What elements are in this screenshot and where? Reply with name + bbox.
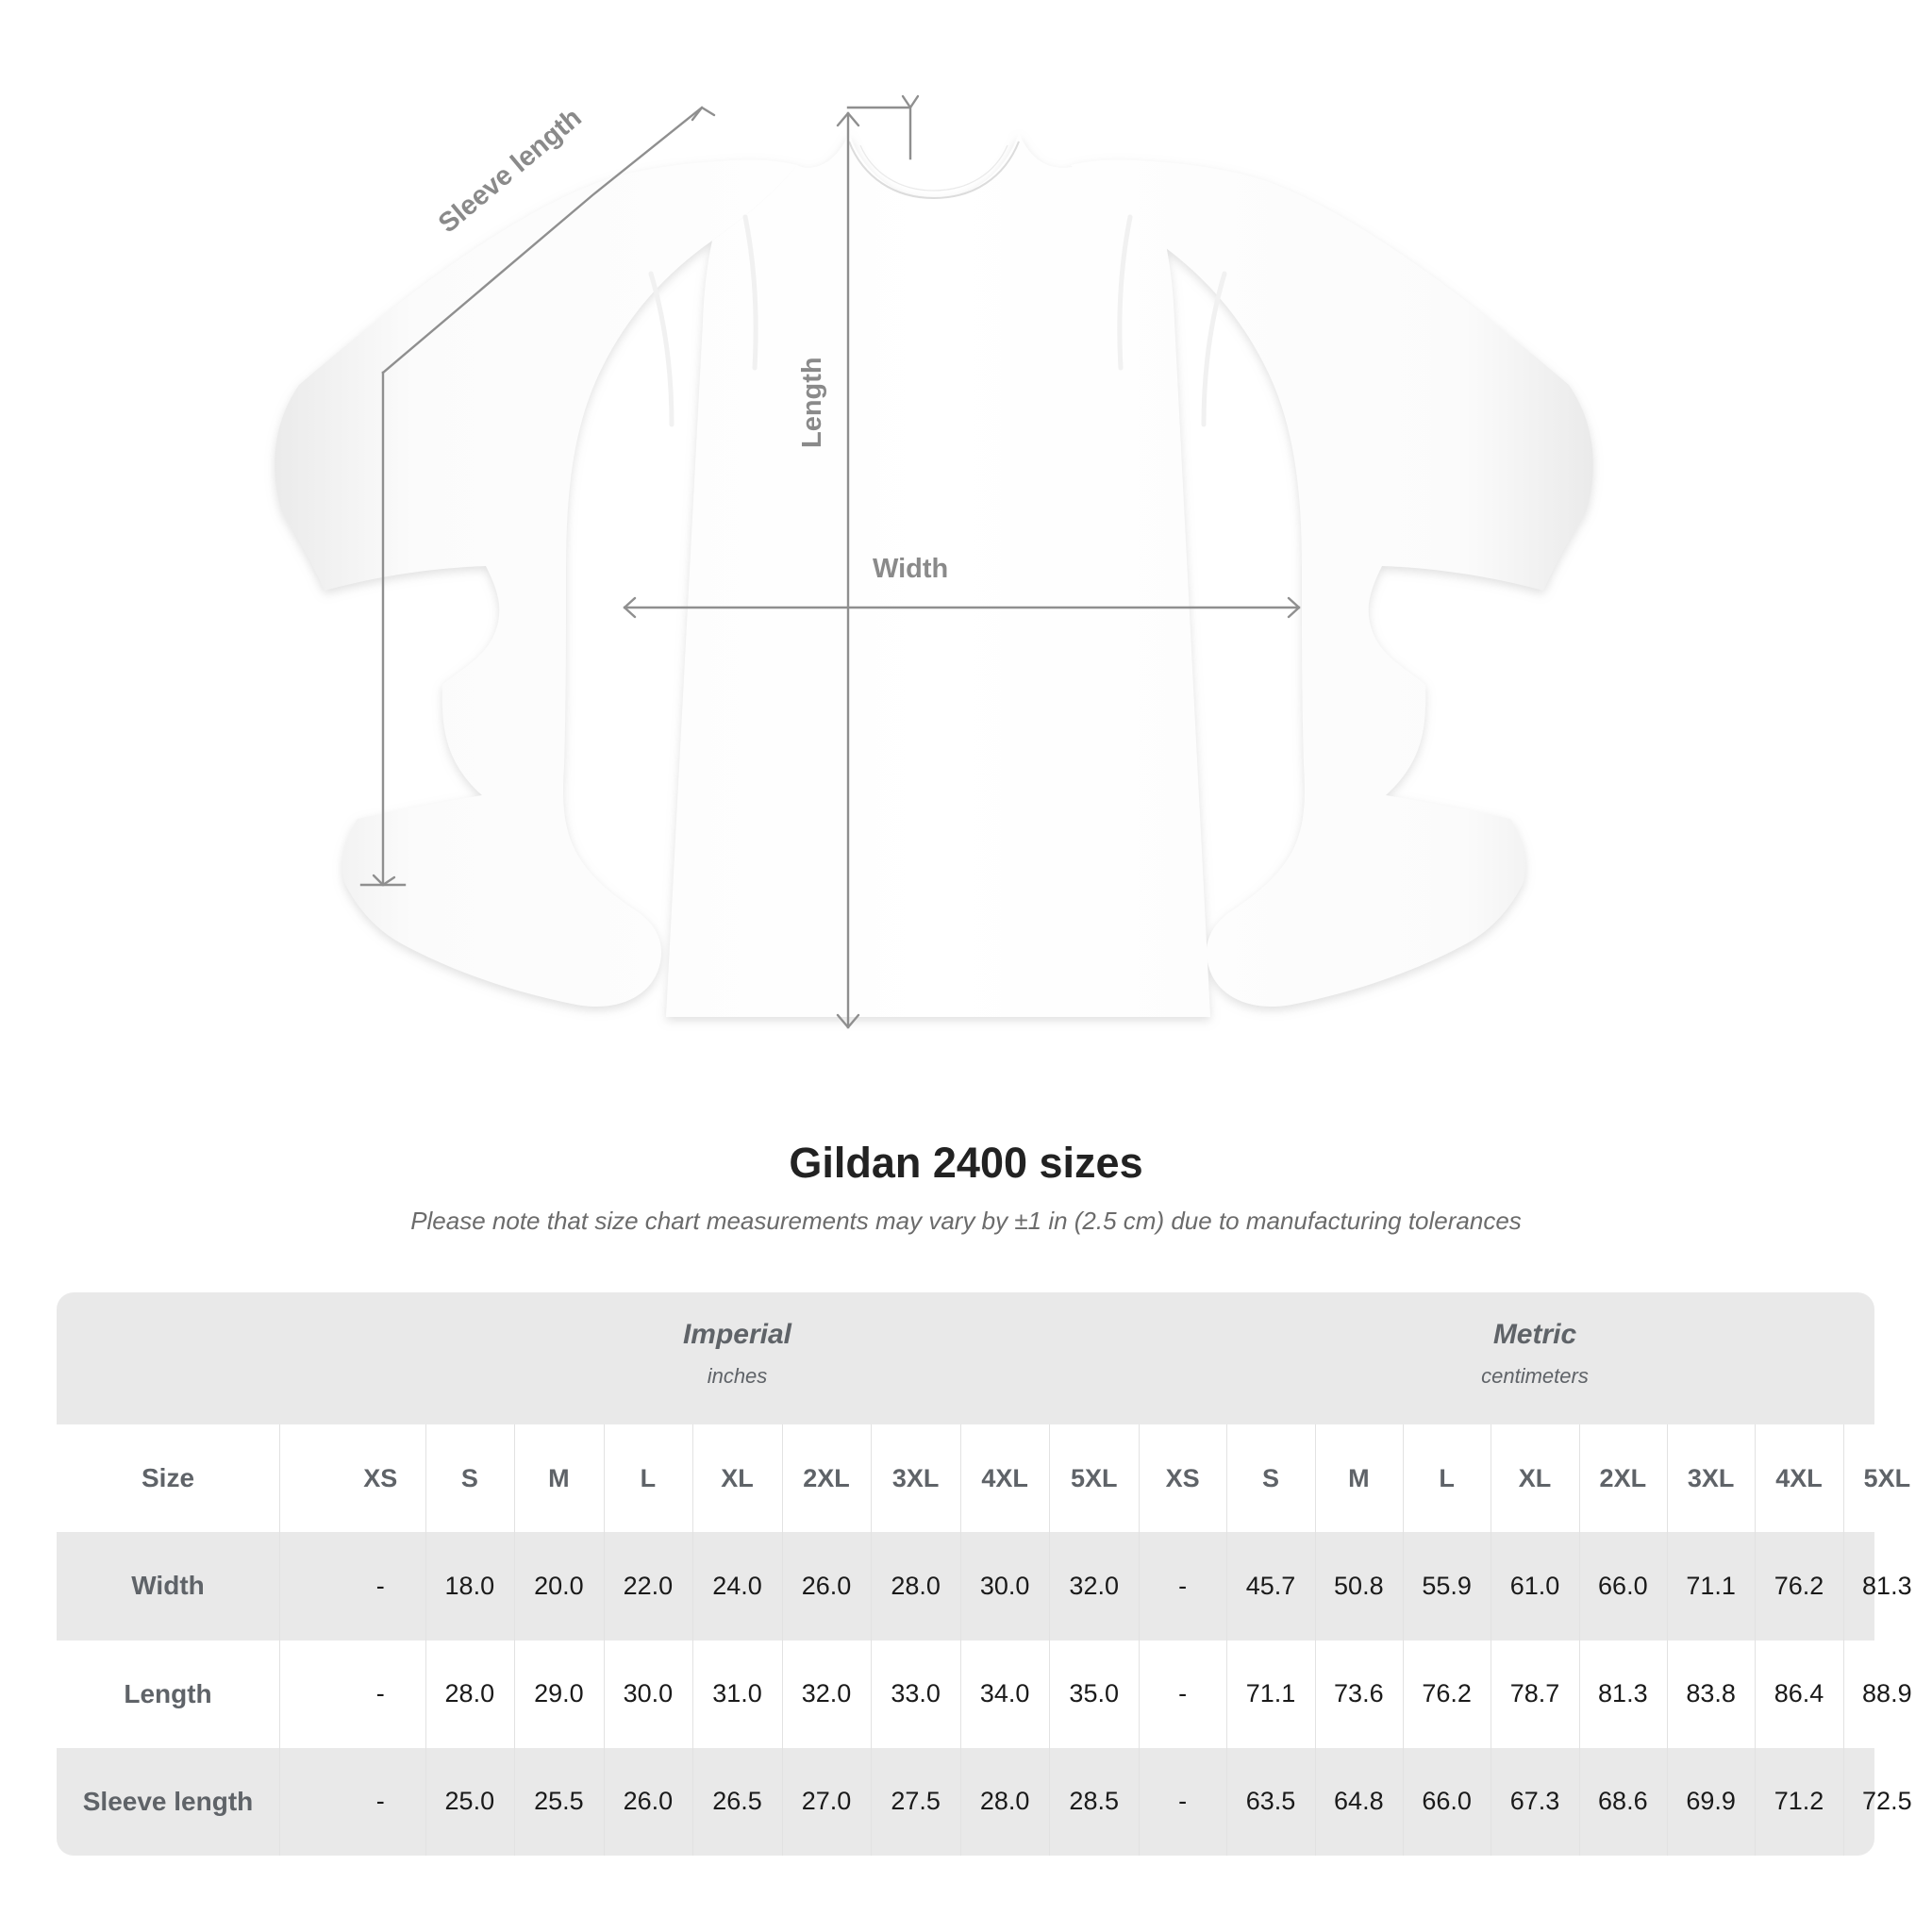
svg-text:Length: Length [797,357,827,448]
svg-text:Width: Width [873,554,948,584]
